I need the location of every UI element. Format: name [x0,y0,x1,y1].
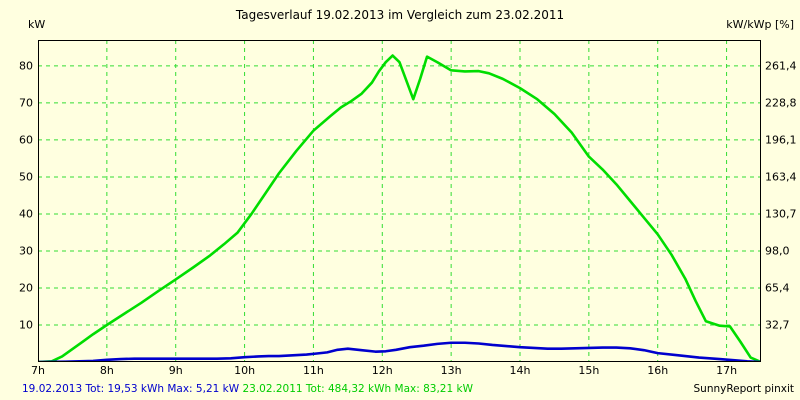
y2-axis-tick-label: 196,1 [765,133,797,147]
x-axis-tick-label: 15h [578,364,600,377]
series-layer [38,54,761,362]
y2-axis-tick-label: 228,8 [765,96,797,110]
x-axis-tick-label: 10h [234,364,256,377]
footer-credit: SunnyReport pinxit [693,383,794,395]
legend-entry-series-b: 23.02.2011 Tot: 484,32 kWh Max: 83,21 kW [242,383,473,395]
y-axis-tick-label: 50 [19,170,33,184]
x-axis-tick-label: 7h [31,364,45,377]
right-axis-unit-label: kW/kWp [%] [726,18,794,31]
y-axis-tick-label: 60 [19,133,33,147]
y-axis-tick-label: 20 [19,281,33,295]
plot-area [38,40,761,362]
x-axis-tick-label: 13h [440,364,462,377]
x-axis-tick-label: 16h [647,364,669,377]
left-axis-tick-labels: 10 20 30 40 50 60 70 80 [0,40,33,362]
series-line [38,54,761,362]
series-line [38,341,761,362]
y2-axis-tick-label: 98,0 [765,244,790,258]
x-axis-tick-labels: 7h 8h 9h 10h 11h 12h 13h 14h 15h 16h 17h [31,364,761,380]
y2-axis-tick-label: 130,7 [765,207,797,221]
y-axis-tick-label: 10 [19,318,33,332]
legend-entry-series-a: 19.02.2013 Tot: 19,53 kWh Max: 5,21 kW [22,383,240,395]
y2-axis-tick-label: 163,4 [765,170,797,184]
left-axis-unit-label: kW [28,18,46,31]
plot-svg [38,40,761,362]
x-axis-tick-label: 9h [168,364,183,377]
y2-axis-tick-label: 32,7 [765,318,790,332]
x-axis-tick-label: 17h [716,364,738,377]
y2-axis-tick-label: 65,4 [765,281,790,295]
y-axis-tick-label: 30 [19,244,33,258]
legend: 19.02.2013 Tot: 19,53 kWh Max: 5,21 kW 2… [22,383,473,395]
y-axis-tick-label: 70 [19,96,33,110]
y-axis-tick-label: 40 [19,207,33,221]
chart-title: Tagesverlauf 19.02.2013 im Vergleich zum… [235,8,565,22]
y2-axis-tick-label: 261,4 [765,59,797,73]
x-axis-tick-label: 12h [371,364,393,377]
x-axis-tick-label: 14h [509,364,531,377]
x-axis-tick-label: 11h [302,364,324,377]
y-axis-tick-label: 80 [19,59,33,73]
x-axis-tick-label: 8h [99,364,114,377]
right-axis-tick-labels: 32,7 65,4 98,0 130,7 163,4 196,1 228,8 261,4 [765,40,800,362]
plot-background [38,40,761,362]
